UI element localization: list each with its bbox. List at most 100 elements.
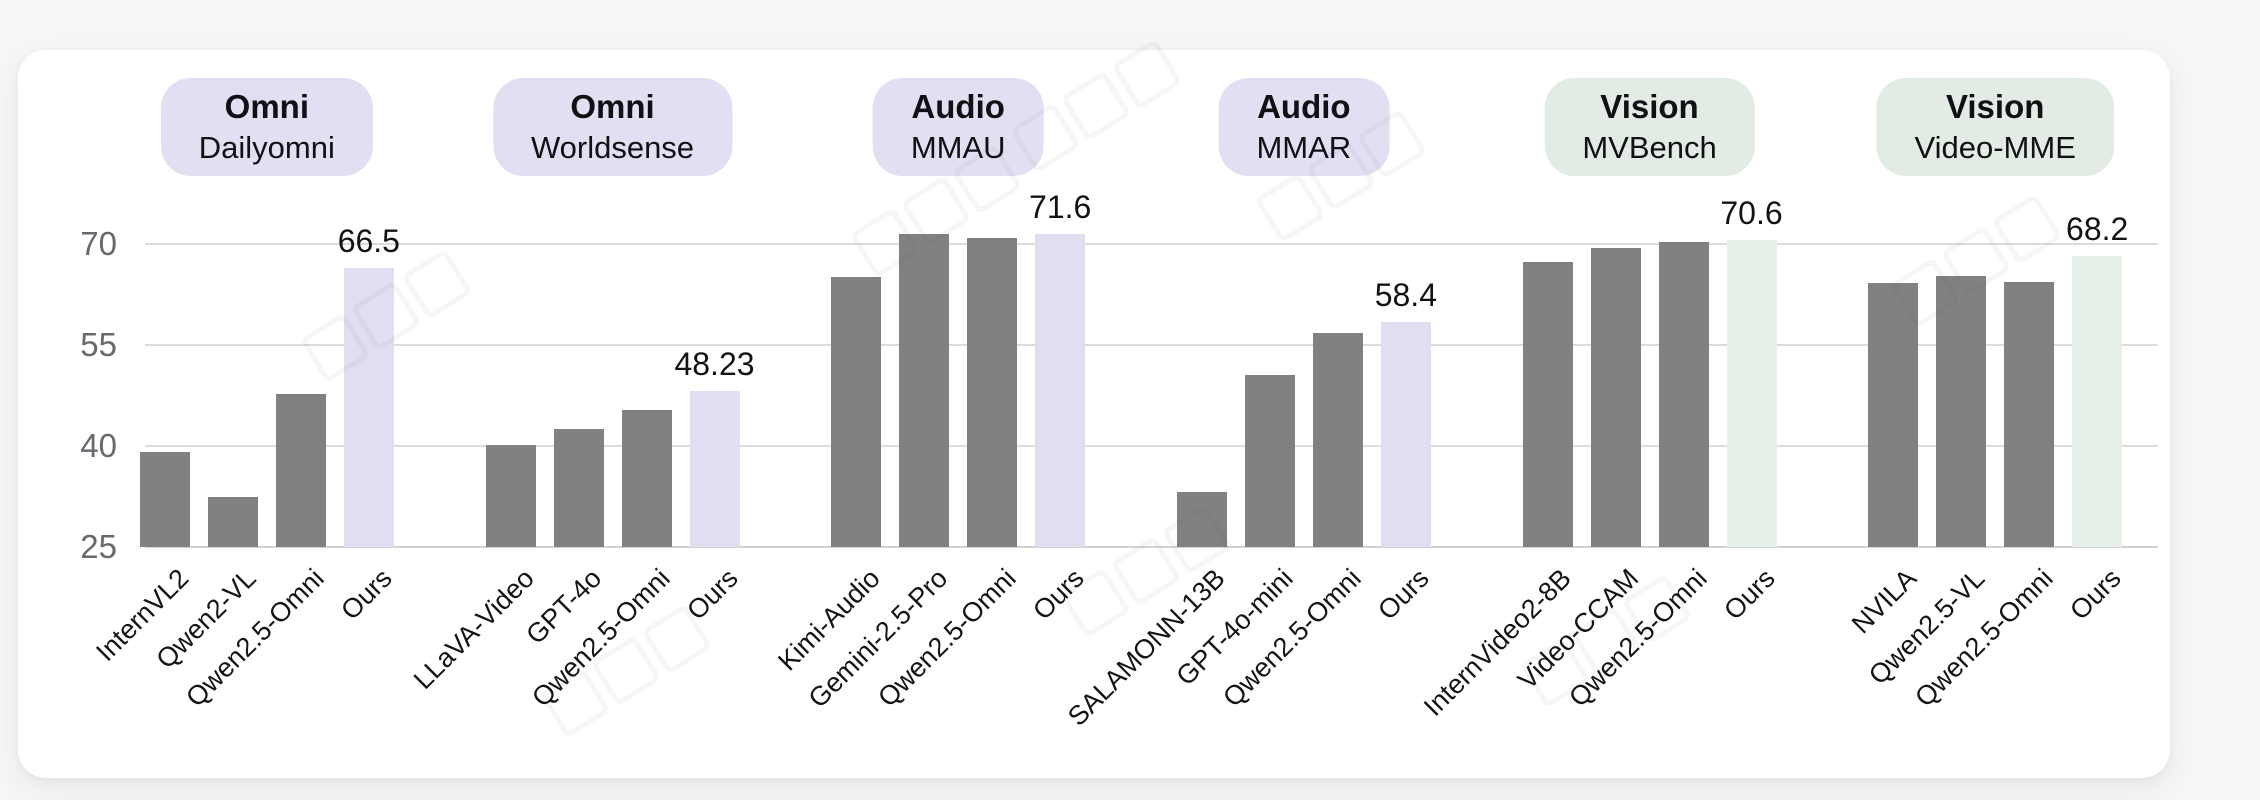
benchmark-badge: Vision MVBench [1544,78,1755,176]
benchmark-group-worldsense: Omni Worldsense LLaVA-Video GPT-4o Qwen2.5-O… [408,78,786,713]
benchmark-badge: Omni Dailyomni [160,78,373,176]
bar-slot: InternVL2 [90,198,194,667]
badge-task-label: Audio [1257,88,1351,125]
badge-benchmark-label: Video-MME [1914,130,2076,166]
bar-slot: Qwen2.5-Omni [1909,198,2058,713]
model-bar [1522,262,1573,547]
bar-slot: 70.6 Ours [1718,195,1783,625]
model-bar [207,496,258,547]
y-axis-tick-label: 25 [80,528,117,565]
bar-value-label: 71.6 [1029,188,1092,225]
x-axis-label: Ours [335,563,399,626]
bar-value-label: 66.5 [337,222,400,259]
bar-slot: Kimi-Audio [772,198,885,677]
bar-slot: InternVideo2-8B [1418,198,1577,722]
y-axis-tick-label: 70 [80,225,117,263]
gridline [145,445,2158,448]
bar-slot: Qwen2.5-Omni [526,198,676,713]
benchmark-group-mmar: Audio MMAR SALAMONN-13B GPT-4o-mini Qwen2.5-… [1062,78,1477,732]
bar-slot: 66.5 Ours [335,198,400,626]
model-bar [899,234,950,547]
benchmark-group-video-mme: Vision Video-MME NVILA Qwen2.5-VL Qwen2.5-Om… [1822,78,2168,713]
benchmark-badge: Audio MMAU [872,78,1044,176]
bar-slot: GPT-4o [521,198,608,650]
benchmark-group-dailyomni: Omni Dailyomni InternVL2 Qwen2-VL Qwen2.5-Om… [90,78,440,713]
bar-slot: Qwen2-VL [151,198,262,674]
bar-slot: NVILA [1846,198,1922,639]
bar-value-label: 70.6 [1720,195,1783,232]
badge-benchmark-label: Worldsense [530,130,695,166]
ours-bar: 48.23 [674,346,755,547]
bar-slot: SALAMONN-13B [1062,198,1231,732]
x-axis-label: Ours [1372,563,1436,626]
bar-slot: 58.4 Ours [1372,198,1437,625]
ours-bar: 58.4 [1375,277,1437,547]
gridline [145,546,2158,548]
bars-row: LLaVA-Video GPT-4o Qwen2.5-Omni 48.23 Ours [408,198,786,713]
ours-bar: 68.2 [2066,211,2128,547]
badge-benchmark-label: Dailyomni [198,130,335,166]
bar-slot: Qwen2.5-VL [1863,198,1990,690]
model-bar [1244,374,1295,547]
model-bar [275,394,326,547]
model-bar [1868,283,1919,547]
benchmark-group-mmau: Audio MMAU Kimi-Audio Gemini-2.5-Pro Qwen2.5… [772,78,1131,714]
model-bar [621,409,672,547]
bar-value-label: 68.2 [2066,211,2129,248]
model-bar [1936,275,1987,547]
badge-task-label: Omni [224,88,309,125]
benchmark-badge: Vision Video-MME [1876,78,2114,176]
model-bar [831,277,882,547]
bar-slot: Qwen2.5-Omni [1563,198,1713,713]
model-bar [1312,333,1363,547]
benchmark-group-mvbench: Vision MVBench InternVideo2-8B Video-CCAM Qw… [1418,78,1823,722]
model-bar [139,452,190,547]
bar-slot: Qwen2.5-Omni [1217,198,1367,713]
bars-row: InternVL2 Qwen2-VL Qwen2.5-Omni 66.5 Ours [90,198,440,713]
plot-area: 25 40 55 70 Omni Dailyomni InternVL2 Qwen2-VL Qw… [80,78,2168,732]
bar-slot: Gemini-2.5-Pro [803,198,953,714]
bar-value-label: 58.4 [1374,277,1437,314]
bar-slot: 68.2 Ours [2064,198,2129,625]
benchmark-badge: Audio MMAR [1218,78,1390,176]
badge-benchmark-label: MMAR [1256,130,1352,166]
bar-slot: LLaVA-Video [408,198,540,695]
model-bar [1176,491,1227,547]
model-bar [2004,282,2055,547]
model-bar [553,428,604,547]
bar-slot: 71.6 Ours [1027,189,1092,626]
bar-slot: Qwen2.5-Omni [180,198,330,713]
ours-bar: 71.6 [1029,189,1091,547]
benchmark-chart-card: 25 40 55 70 Omni Dailyomni InternVL2 Qwen2-VL Qw… [18,50,2170,778]
bar-slot: Qwen2.5-Omni [872,198,1021,713]
ours-bar: 70.6 [1720,195,1783,547]
bars-row: SALAMONN-13B GPT-4o-mini Qwen2.5-Omni 58.4 O… [1062,198,1477,732]
ours-bar: 66.5 [338,223,400,547]
badge-benchmark-label: MVBench [1582,130,1717,166]
bars-row: InternVideo2-8B Video-CCAM Qwen2.5-Omni 70.… [1418,195,1823,722]
gridline [145,243,2158,246]
bar-slot: Video-CCAM [1512,198,1645,695]
bars-row: NVILA Qwen2.5-VL Qwen2.5-Omni 68.2 Ours [1822,198,2168,713]
x-axis-label: Ours [1718,563,1781,626]
y-axis-tick-label: 40 [80,427,117,465]
badge-benchmark-label: MMAU [910,130,1006,166]
benchmark-badge: Omni Worldsense [492,78,733,176]
model-bar [967,237,1018,547]
gridline [145,344,2158,347]
bar-value-label: 48.23 [674,345,755,382]
model-bar [1658,242,1709,547]
x-axis-label: Ours [2063,563,2127,626]
badge-task-label: Audio [911,88,1005,125]
bar-slot: 48.23 Ours [674,198,755,626]
model-bar [1590,248,1641,547]
badge-task-label: Vision [1945,88,2045,125]
bars-row: Kimi-Audio Gemini-2.5-Pro Qwen2.5-Omni 71.6… [772,189,1131,714]
benchmark-groups: Omni Dailyomni InternVL2 Qwen2-VL Qwen2.5-Om… [90,78,2168,732]
badge-task-label: Omni [570,88,655,125]
badge-task-label: Vision [1600,88,1699,125]
y-axis-tick-label: 55 [80,326,117,364]
model-bar [485,444,536,547]
bar-slot: GPT-4o-mini [1171,198,1299,691]
